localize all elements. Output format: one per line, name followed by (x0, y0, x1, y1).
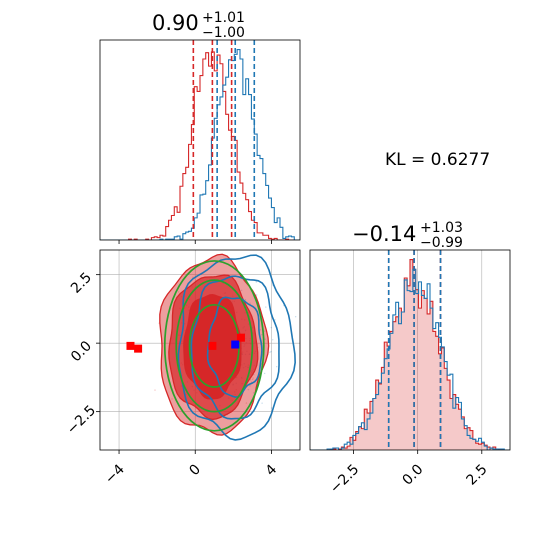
joint-contour-plot (126, 253, 311, 441)
red-sample-point (154, 389, 156, 391)
right-x-tick-label-1: 0.0 (399, 462, 426, 489)
red-sample-point (171, 398, 173, 400)
blue-sample-point (265, 306, 267, 308)
blue-sample-point (240, 289, 243, 292)
blue-sample-point (249, 385, 251, 387)
kl-divergence-label: KL = 0.6277 (385, 150, 490, 170)
red-marker-1 (134, 344, 143, 353)
top-histogram-title-upper: +1.01 (202, 10, 245, 26)
histogram-series-1 (100, 48, 300, 240)
top-histogram-ticks (118, 240, 272, 244)
blue-marker-0 (231, 340, 240, 349)
blue-sample-point (261, 402, 263, 404)
blue-sample-point (269, 351, 271, 353)
blue-sample-point (247, 388, 250, 391)
main-x-tick-label-0: −4 (102, 461, 128, 487)
blue-sample-point (264, 338, 266, 340)
joint-contour-frame (99, 249, 301, 451)
red-marker-0 (126, 341, 135, 350)
blue-sample-point (249, 302, 251, 304)
red-sample-point (251, 378, 254, 381)
right-histogram-grid (353, 250, 483, 450)
blue-sample-point (276, 365, 278, 368)
red-sample-point (177, 291, 180, 293)
blue-sample-point (272, 339, 274, 341)
main-x-tick-label-1: 0 (186, 462, 204, 480)
joint-contour-panel: −4 0 4 −2.5 0.0 2.5 (64, 249, 311, 487)
main-x-tick-label-2: 4 (263, 461, 281, 479)
top-histogram-panel: 0.90 +1.01 −1.00 (99, 10, 301, 244)
red-sample-point (245, 402, 248, 404)
right-histogram-plot (310, 250, 510, 450)
blue-sample-point (274, 319, 276, 321)
top-histogram-title-lower: −1.00 (202, 25, 245, 41)
green-ellipse-1 (175, 279, 254, 413)
blue-contour-level-0 (177, 254, 296, 441)
blue-sample-point (252, 392, 255, 394)
right-x-tick-label-0: −2.5 (327, 462, 362, 497)
right-histogram-panel: −2.5 0.0 2.5 −0.14 +1.03 −0.99 (309, 220, 511, 497)
right-x-tick-label-2: 2.5 (464, 462, 491, 489)
red-marker-2 (208, 341, 217, 350)
right-histogram-title-value: −0.14 (352, 222, 416, 246)
blue-sample-point (310, 321, 311, 322)
histogram-fill-0 (310, 259, 510, 450)
blue-sample-point (255, 281, 258, 283)
blue-sample-point (270, 407, 273, 409)
blue-sample-point (261, 333, 263, 336)
blue-sample-point (264, 330, 266, 332)
blue-contour-level-2 (206, 296, 263, 398)
histogram-series-1 (310, 268, 510, 450)
red-sample-point (192, 276, 194, 278)
blue-sample-point (244, 299, 247, 301)
right-histogram-title-lower: −0.99 (420, 235, 463, 251)
blue-sample-point (256, 294, 258, 296)
blue-sample-point (259, 329, 262, 331)
red-marker-3 (236, 333, 245, 342)
blue-sample-point (294, 316, 297, 318)
right-histogram-title-upper: +1.03 (420, 220, 463, 236)
red-sample-point (252, 377, 254, 379)
green-ellipse-2 (163, 260, 265, 432)
main-y-tick-label-0: −2.5 (64, 402, 99, 437)
blue-contour-level-1 (190, 275, 280, 420)
top-histogram-title-value: 0.90 (152, 11, 199, 35)
main-y-tick-label-2: 2.5 (68, 270, 95, 297)
blue-sample-point (270, 326, 273, 329)
blue-sample-point (270, 350, 272, 353)
blue-sample-point (263, 372, 266, 375)
right-histogram-frame (309, 249, 511, 451)
right-histogram-ticks: −2.5 0.0 2.5 (327, 450, 491, 497)
top-histogram-plot (100, 40, 300, 240)
top-histogram-frame (99, 39, 301, 241)
main-y-tick-label-1: 0.0 (68, 338, 95, 365)
